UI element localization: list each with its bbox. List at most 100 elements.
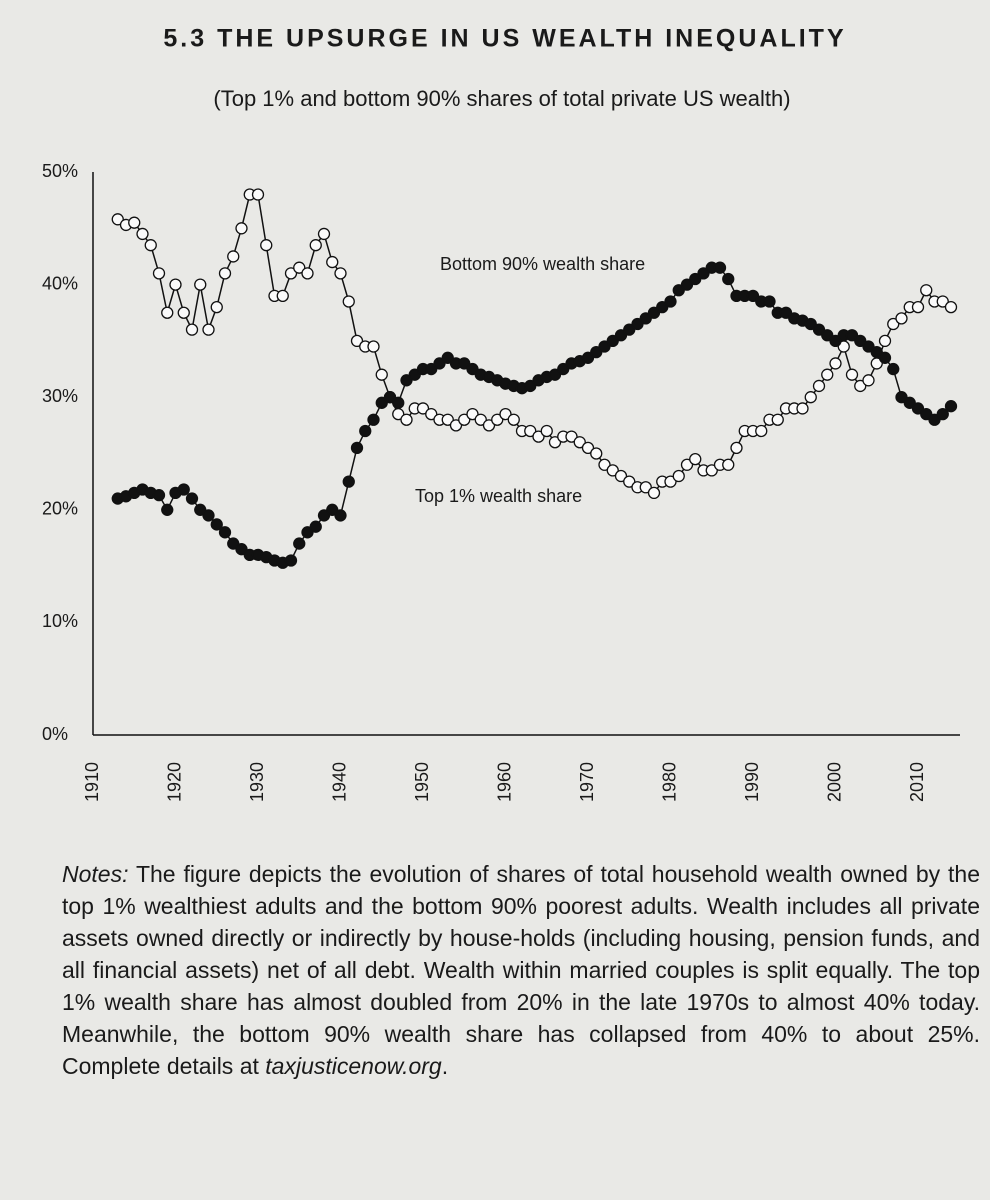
x-tick-label: 2000 (824, 762, 844, 802)
marker (474, 413, 487, 426)
marker (458, 413, 471, 426)
marker (408, 368, 421, 381)
marker (235, 543, 248, 556)
marker (730, 441, 743, 455)
marker (284, 554, 298, 567)
marker (878, 351, 892, 364)
marker (152, 489, 166, 502)
marker (375, 368, 388, 381)
marker (862, 340, 875, 353)
marker (210, 518, 223, 531)
marker (284, 267, 298, 280)
marker (152, 267, 166, 280)
marker (829, 357, 842, 370)
marker (895, 312, 908, 325)
marker (697, 267, 710, 280)
marker (540, 424, 553, 438)
x-tick-label: 1960 (494, 762, 514, 802)
marker (755, 424, 768, 438)
marker (293, 537, 306, 550)
marker (136, 227, 149, 241)
marker (392, 396, 405, 409)
marker (524, 424, 537, 438)
marker (499, 407, 512, 421)
marker (903, 396, 916, 409)
marker (359, 424, 372, 438)
marker (598, 458, 611, 471)
marker (647, 306, 661, 319)
marker (606, 464, 619, 477)
marker (746, 289, 760, 303)
notes-end: . (441, 1053, 449, 1079)
marker (441, 413, 454, 426)
marker (565, 430, 578, 443)
marker (367, 340, 380, 353)
marker (920, 407, 933, 421)
marker (862, 374, 875, 387)
y-tick-label: 20% (42, 499, 78, 519)
marker (680, 458, 694, 471)
marker (251, 188, 265, 201)
marker (334, 267, 347, 280)
marker (169, 278, 182, 291)
marker (309, 239, 322, 252)
marker (944, 300, 958, 314)
marker (606, 334, 619, 348)
marker (482, 419, 496, 432)
x-tick-label: 2010 (907, 762, 927, 802)
marker (845, 329, 859, 342)
marker (210, 300, 223, 314)
marker (548, 436, 562, 449)
marker (623, 475, 636, 488)
marker (722, 272, 735, 286)
series-line (117, 266, 952, 564)
marker (804, 391, 817, 404)
marker (763, 295, 776, 308)
marker (326, 255, 339, 269)
series-label: Top 1% wealth share (415, 486, 582, 506)
series-label: Bottom 90% wealth share (440, 254, 645, 274)
marker (656, 300, 669, 314)
marker (581, 441, 595, 455)
chart-subtitle: (Top 1% and bottom 90% shares of total p… (213, 86, 790, 111)
marker (301, 267, 314, 280)
marker (144, 239, 157, 252)
y-tick-label: 40% (42, 273, 78, 293)
marker (161, 503, 174, 516)
marker (829, 334, 842, 348)
marker (845, 368, 859, 381)
marker (218, 267, 232, 280)
marker (194, 503, 207, 516)
marker (458, 357, 471, 370)
marker (466, 407, 479, 421)
marker (425, 362, 438, 376)
notes-text: The figure depicts the evolution of shar… (62, 861, 980, 1079)
x-tick-label: 1980 (659, 762, 679, 802)
marker (944, 400, 958, 413)
marker (375, 396, 388, 409)
marker (920, 284, 933, 297)
marker (639, 481, 652, 494)
marker (812, 323, 826, 336)
marker (202, 509, 215, 522)
marker (672, 284, 685, 297)
marker (227, 537, 240, 550)
marker (326, 503, 339, 516)
marker (309, 520, 322, 533)
x-tick-label: 1990 (742, 762, 762, 802)
notes-link: taxjusticenow.org (265, 1053, 442, 1079)
marker (334, 509, 347, 522)
marker (350, 441, 364, 455)
marker (383, 391, 397, 404)
marker (614, 329, 628, 342)
marker (887, 317, 900, 331)
y-tick-label: 10% (42, 611, 78, 631)
marker (177, 483, 190, 496)
marker (161, 306, 174, 319)
chart: 5.3 THE UPSURGE IN US WEALTH INEQUALITY … (42, 25, 960, 802)
marker (293, 261, 306, 274)
y-tick-label: 0% (42, 724, 68, 744)
marker (342, 295, 355, 308)
marker (185, 492, 199, 505)
x-tick-label: 1930 (247, 762, 267, 802)
